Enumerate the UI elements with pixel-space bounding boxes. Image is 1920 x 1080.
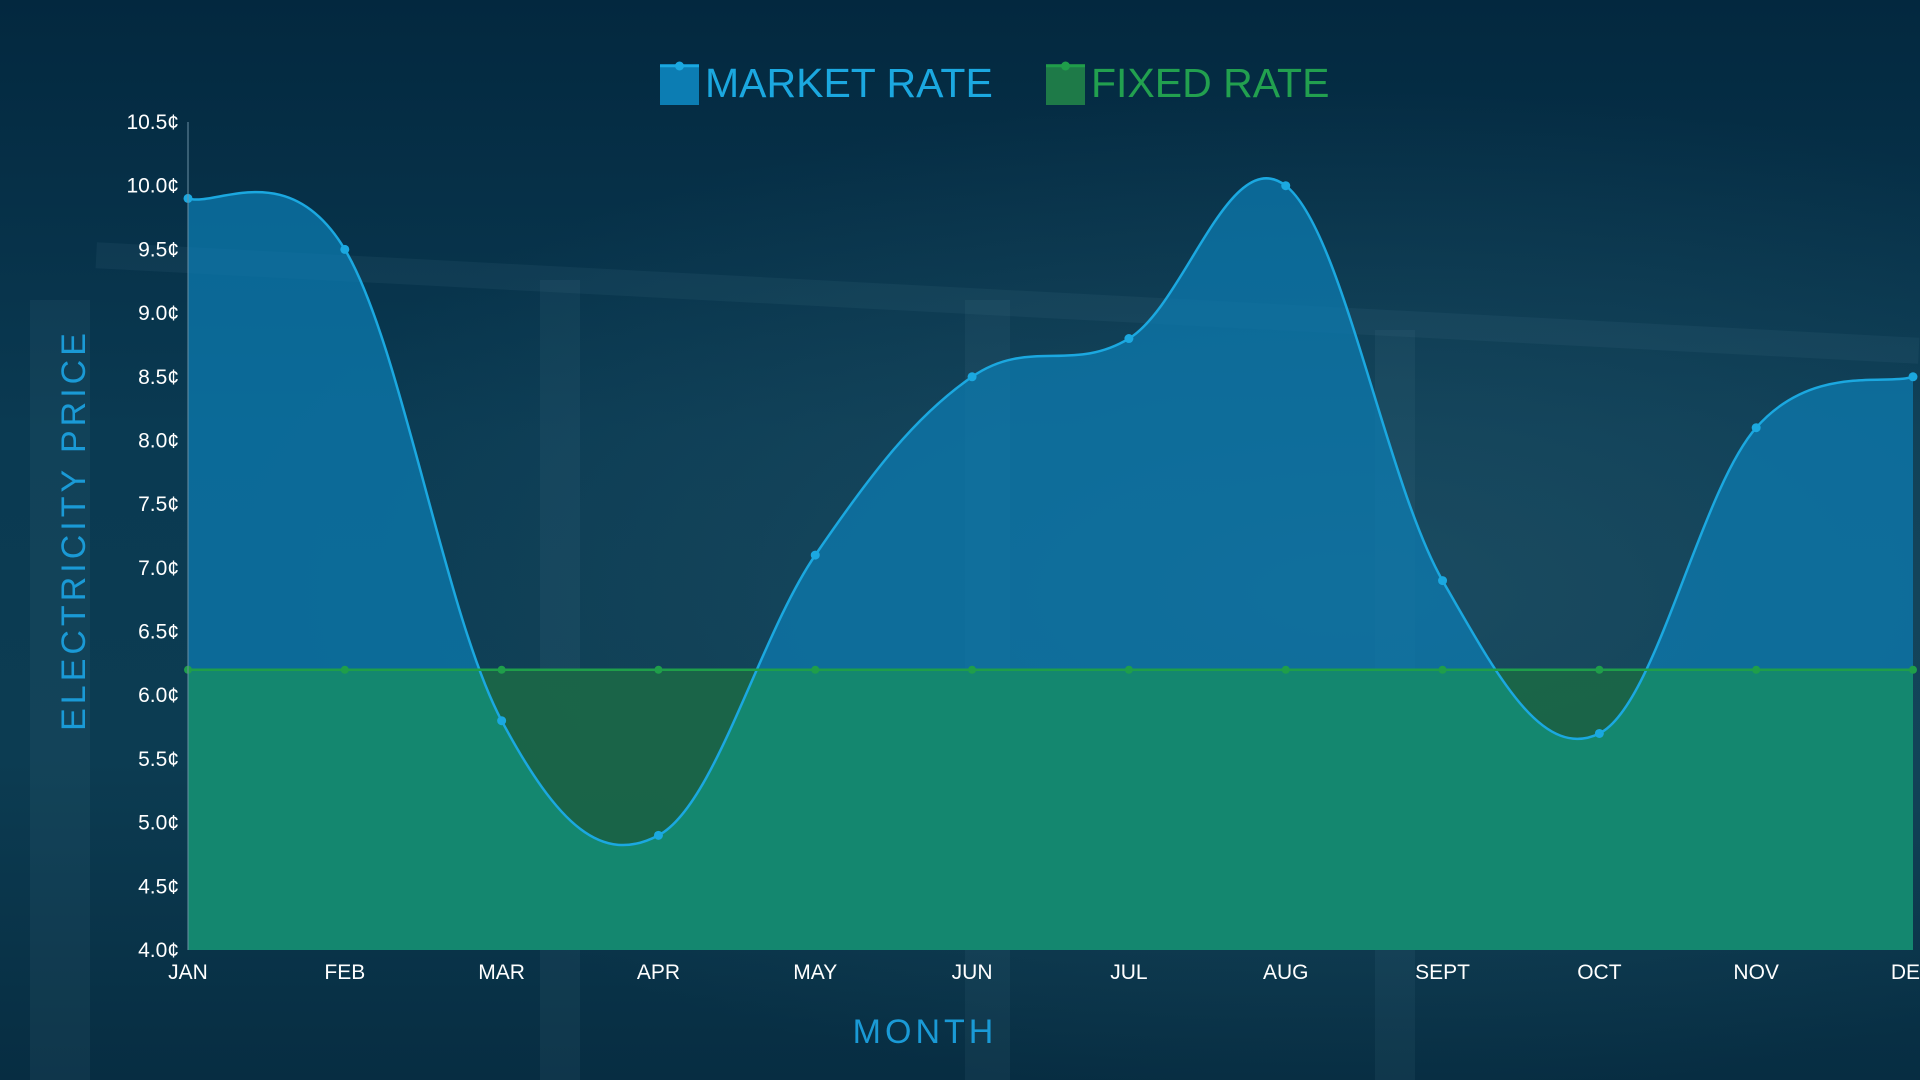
fixed-rate-point bbox=[1124, 665, 1133, 674]
market-rate-point bbox=[1124, 334, 1134, 344]
x-tick-label: JUL bbox=[1110, 961, 1147, 984]
market-rate-point bbox=[497, 716, 507, 726]
y-tick-label: 10.5¢ bbox=[126, 111, 179, 134]
market-rate-point bbox=[1908, 372, 1918, 382]
y-tick-label: 8.5¢ bbox=[138, 366, 179, 389]
legend-swatch bbox=[660, 64, 699, 105]
plot-lines bbox=[187, 177, 1914, 847]
x-tick-label: NOV bbox=[1733, 961, 1779, 984]
market-rate-point bbox=[967, 372, 977, 382]
market-dip-shade bbox=[188, 669, 1912, 845]
x-tick-label: DEC bbox=[1891, 961, 1920, 984]
legend-swatch-point bbox=[675, 61, 684, 71]
y-tick-label: 8.0¢ bbox=[138, 429, 179, 452]
y-tick-label: 4.5¢ bbox=[138, 875, 179, 898]
y-tick-label: 5.5¢ bbox=[138, 748, 179, 771]
market-rate-point bbox=[1751, 423, 1761, 433]
y-axis-title: ELECTRICITY PRICE bbox=[55, 329, 93, 731]
fixed-under-market bbox=[188, 669, 1913, 950]
y-tick-label: 5.0¢ bbox=[138, 812, 179, 835]
fixed-rate-point bbox=[1281, 665, 1290, 674]
fixed-rate-point bbox=[1595, 665, 1604, 674]
fixed-rate-point bbox=[497, 665, 506, 674]
x-tick-label: APR bbox=[637, 961, 680, 984]
y-tick-label: 7.5¢ bbox=[138, 493, 179, 516]
fixed-rate-point bbox=[654, 665, 663, 674]
y-tick-label: 7.0¢ bbox=[138, 557, 179, 580]
market-rate-point bbox=[1438, 576, 1448, 586]
x-tick-label: AUG bbox=[1263, 961, 1309, 984]
market-rate-line bbox=[187, 177, 1914, 847]
fixed-rate-point bbox=[811, 665, 820, 674]
y-tick-label: 9.5¢ bbox=[138, 238, 179, 261]
x-tick-label: MAY bbox=[793, 961, 837, 984]
fixed-rate-point bbox=[1909, 665, 1917, 674]
fixed-rate-point bbox=[1438, 665, 1447, 674]
y-tick-label: 6.5¢ bbox=[138, 621, 179, 644]
fixed-rate-point bbox=[1752, 665, 1761, 674]
fixed-rate-area-under bbox=[188, 669, 1913, 950]
market-rate-point bbox=[653, 830, 663, 840]
legend-label: FIXED RATE bbox=[1091, 60, 1329, 106]
legend-swatch bbox=[1046, 64, 1085, 105]
y-tick-label: 9.0¢ bbox=[138, 302, 179, 325]
market-rate-point bbox=[340, 244, 350, 254]
x-tick-label: JUN bbox=[952, 961, 993, 984]
y-tick-label: 6.0¢ bbox=[138, 684, 179, 707]
y-tick-label: 4.0¢ bbox=[138, 939, 179, 962]
fixed-rate-point bbox=[968, 665, 977, 674]
x-axis-title: MONTH bbox=[853, 1013, 998, 1051]
market-rate-point bbox=[810, 550, 820, 560]
axes: 4.0¢ 4.5¢ 5.0¢ 5.5¢ 6.0¢ 6.5¢ 7.0¢ 7.5¢ 8.0¢ 8.5¢… bbox=[126, 111, 1920, 984]
y-tick-label: 10.0¢ bbox=[126, 175, 179, 198]
plot-areas bbox=[188, 178, 1913, 950]
x-tick-label: OCT bbox=[1577, 961, 1622, 984]
market-rate-point bbox=[1594, 728, 1604, 738]
x-tick-label: SEPT bbox=[1415, 961, 1470, 984]
background-beam bbox=[30, 300, 90, 1080]
legend-label: MARKET RATE bbox=[705, 60, 993, 106]
legend: MARKET RATE FIXED RATE bbox=[660, 60, 1329, 106]
x-tick-label: FEB bbox=[324, 961, 365, 984]
x-tick-label: JAN bbox=[168, 961, 208, 984]
legend-swatch-point bbox=[1061, 61, 1070, 71]
dip-region bbox=[188, 669, 1912, 845]
x-tick-label: MAR bbox=[478, 961, 525, 984]
market-rate-point bbox=[1281, 181, 1291, 191]
fixed-rate-point bbox=[340, 665, 349, 674]
